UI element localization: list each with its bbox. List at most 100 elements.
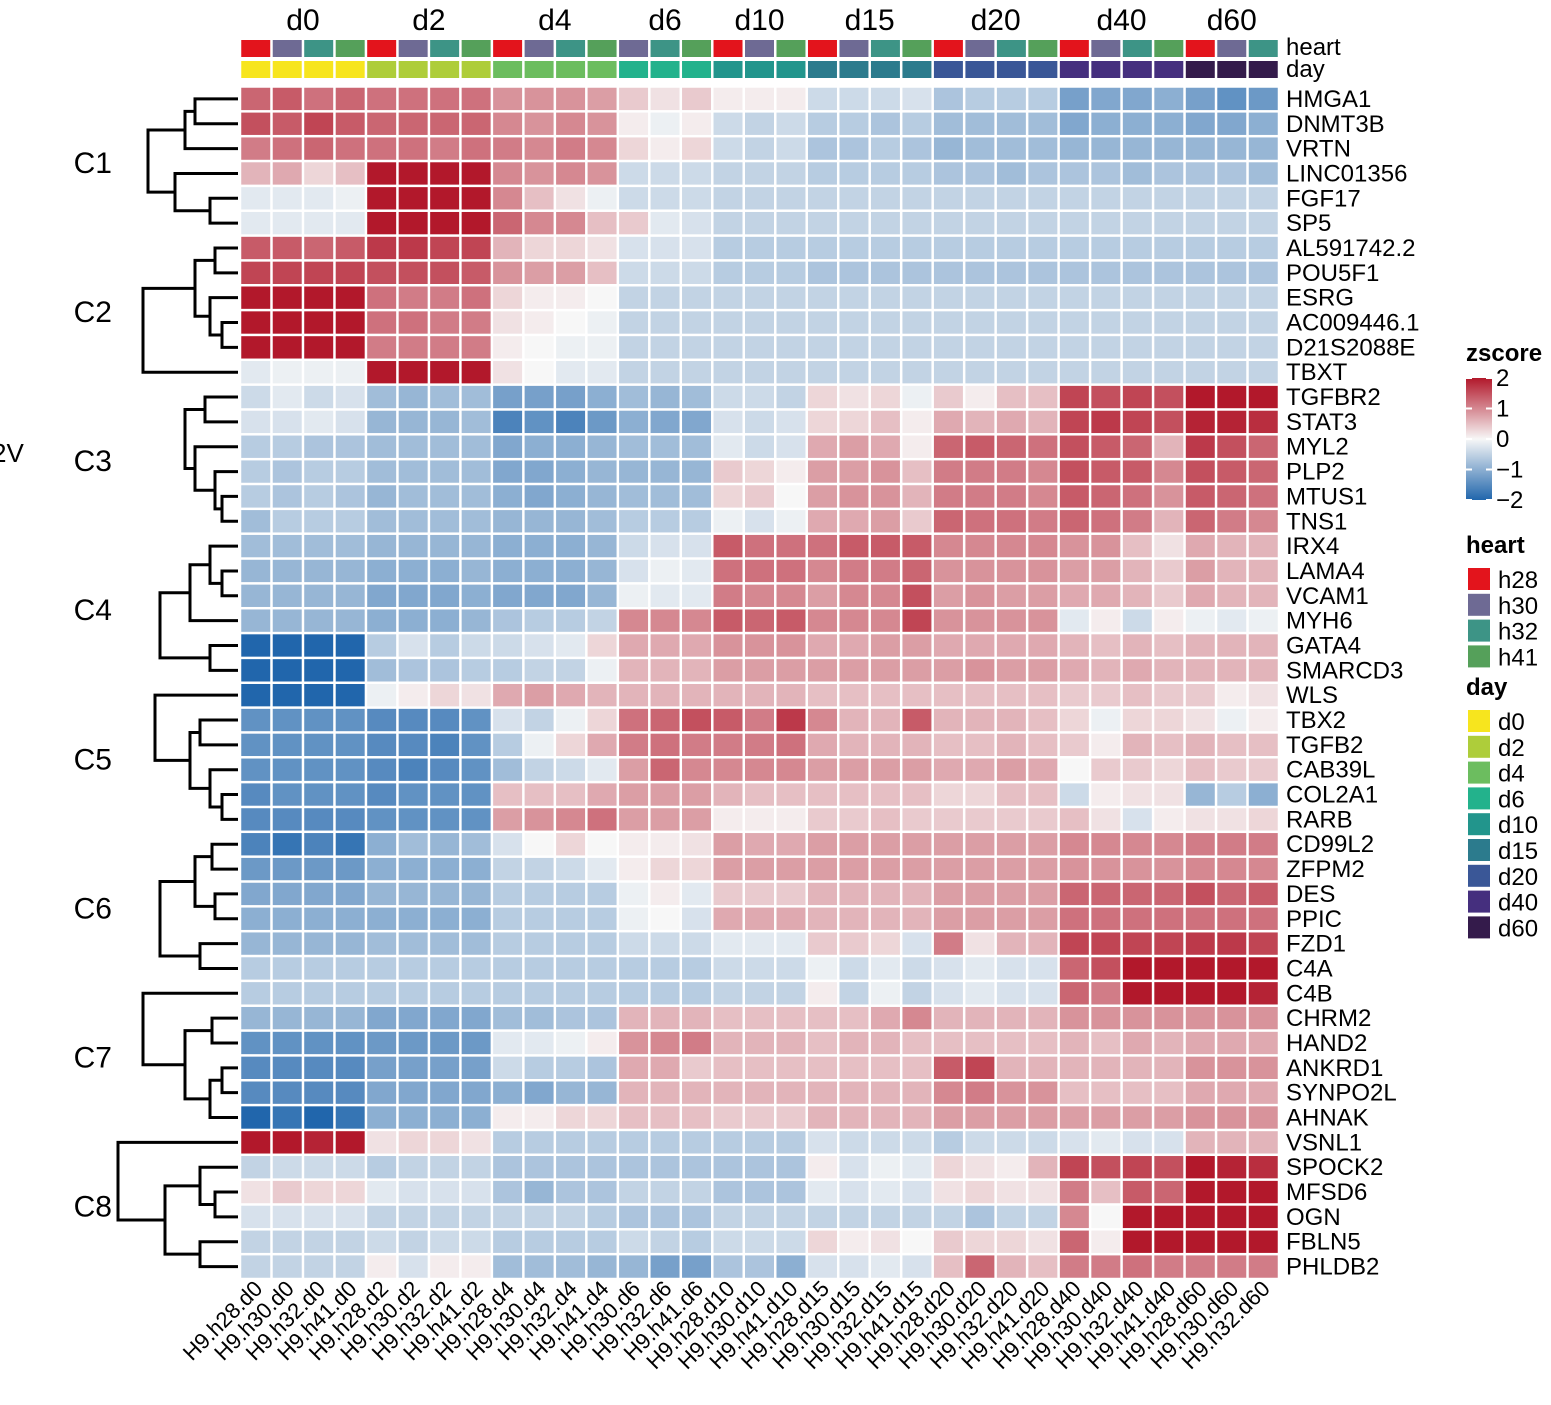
heatmap-cell (587, 1031, 617, 1055)
heatmap-cell (807, 410, 837, 434)
heatmap-cell (1248, 1156, 1278, 1179)
heatmap-cell (1091, 187, 1121, 210)
heatmap-cell (461, 336, 491, 359)
heatmap-cell (619, 559, 649, 583)
heatmap-cell (933, 485, 963, 508)
colorbar-tick-label: −1 (1496, 457, 1523, 484)
heatmap-cell (996, 957, 1026, 980)
heatmap-cell (335, 385, 365, 409)
heatmap-cell (1059, 808, 1089, 831)
heatmap-cell (902, 460, 932, 483)
heatmap-cell (272, 708, 302, 732)
heatmap-cell (1091, 982, 1121, 1005)
heatmap-cell (304, 584, 334, 607)
heatmap-cell (619, 584, 649, 607)
heart-annotation-cell (587, 40, 617, 57)
heatmap-cell (1059, 112, 1089, 135)
dendrogram-branch (158, 880, 200, 958)
heatmap-cell (398, 261, 428, 284)
heatmap-cell (807, 336, 837, 359)
heatmap-cell (619, 857, 649, 881)
heatmap-cell (745, 112, 774, 135)
heatmap-cell (619, 684, 649, 707)
heatmap-cell (335, 708, 365, 732)
heatmap-cell (776, 634, 806, 657)
heatmap-cell (1091, 733, 1121, 757)
heatmap-cell (650, 684, 680, 707)
heatmap-cell (619, 112, 649, 135)
heatmap-cell (619, 1031, 649, 1055)
heatmap-cell (1059, 1230, 1089, 1253)
dendrogram-branch (208, 643, 238, 672)
heatmap-cell (1122, 1056, 1152, 1079)
heatmap-cell (398, 187, 428, 210)
heatmap-cell (650, 1031, 680, 1055)
heatmap-cell (398, 534, 428, 558)
heatmap-cell (650, 982, 680, 1005)
heatmap-cell (996, 162, 1026, 185)
colorbar-tick-label: 2 (1496, 365, 1509, 392)
dendrogram-branch (141, 991, 238, 1067)
heatmap-cell (682, 1056, 712, 1079)
heatmap-cell (398, 236, 428, 260)
heatmap-cell (839, 1031, 869, 1055)
heatmap-cell (461, 1081, 491, 1104)
heatmap-cell (902, 510, 932, 533)
gene-label: VRTN (1286, 136, 1351, 163)
gene-label: PHLDB2 (1286, 1254, 1379, 1281)
heatmap-cell (241, 907, 271, 930)
heatmap-cell (461, 112, 491, 135)
heatmap-cell (1028, 311, 1058, 334)
heatmap-cell (587, 857, 617, 881)
heatmap-cell (461, 1180, 491, 1204)
heatmap-cell (965, 559, 995, 583)
gene-label: FGF17 (1286, 185, 1361, 212)
heatmap-cell (682, 385, 712, 409)
heatmap-cell (619, 286, 649, 309)
heatmap-cell (713, 733, 743, 757)
heatmap-cell (1154, 1255, 1184, 1278)
heatmap-cell (524, 783, 554, 806)
heatmap-cell (587, 559, 617, 583)
heatmap-cell (870, 1106, 900, 1129)
heatmap-cell (1122, 187, 1152, 210)
heatmap-cell (493, 137, 523, 160)
heatmap-cell (587, 783, 617, 806)
heatmap-cell (1028, 261, 1058, 284)
day-annotation-cell (965, 61, 995, 78)
heatmap-cell (650, 1156, 680, 1179)
heatmap-cell (587, 261, 617, 284)
heatmap-cell (1248, 187, 1278, 210)
heatmap-cell (1059, 1156, 1089, 1179)
heatmap-cell (1154, 857, 1184, 881)
heatmap-cell (461, 211, 491, 235)
heatmap-cell (650, 857, 680, 881)
heatmap-cell (745, 87, 774, 111)
heatmap-cell (839, 1056, 869, 1079)
gene-label: AC009446.1 (1286, 310, 1419, 337)
heatmap-cell (682, 783, 712, 806)
heatmap-cell (713, 534, 743, 558)
heatmap-cell (965, 410, 995, 434)
heatmap-cell (745, 733, 774, 757)
heatmap-cell (1248, 1255, 1278, 1278)
heatmap-cell (870, 1031, 900, 1055)
heatmap-cell (461, 361, 491, 384)
heatmap-cell (650, 311, 680, 334)
heatmap-cell (493, 187, 523, 210)
heatmap-cell (619, 733, 649, 757)
heatmap-cell (650, 137, 680, 160)
heatmap-cell (650, 1230, 680, 1253)
heatmap-cell (870, 808, 900, 831)
heatmap-cell (1028, 584, 1058, 607)
dendrogram-branch (188, 563, 238, 623)
heatmap-cell (682, 982, 712, 1005)
heatmap-cell (933, 1031, 963, 1055)
heatmap-cell (776, 1081, 806, 1104)
heatmap-cell (619, 361, 649, 384)
dendrogram-branch (116, 1140, 238, 1222)
heart-annotation-cell (776, 40, 806, 57)
heatmap-cell (713, 187, 743, 210)
heatmap-cell (682, 758, 712, 781)
heatmap-cell (556, 162, 586, 185)
